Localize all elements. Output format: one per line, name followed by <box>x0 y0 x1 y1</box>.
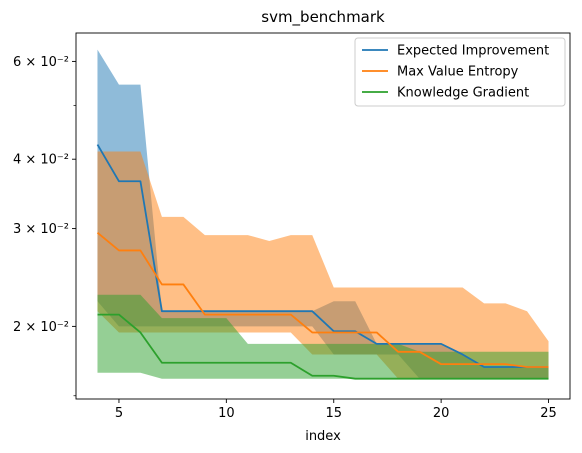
series-lines <box>96 144 549 380</box>
line-expected-improvement <box>96 144 549 368</box>
x-axis-label: index <box>305 429 341 444</box>
chart-title: svm_benchmark <box>261 8 385 27</box>
y-tick-label: 3 × 10⁻² <box>13 222 69 237</box>
line-knowledge-gradient <box>97 313 549 380</box>
legend-entry-label: Max Value Entropy <box>397 65 519 80</box>
y-tick-label: 2 × 10⁻² <box>13 320 69 335</box>
x-tick-label: 25 <box>540 406 557 421</box>
legend-entry-label: Knowledge Gradient <box>397 86 529 101</box>
legend: Expected Improvement Max Value Entropy Kno… <box>354 37 566 107</box>
x-tick-label: 10 <box>218 406 235 421</box>
legend-box <box>354 37 566 107</box>
y-tick-label: 6 × 10⁻² <box>13 55 69 70</box>
x-tick-label: 5 <box>115 406 123 421</box>
y-axis-ticks: 2 × 10⁻² 3 × 10⁻² 4 × 10⁻² 6 × 10⁻² <box>13 55 76 397</box>
legend-entry-label: Expected Improvement <box>397 44 549 59</box>
x-tick-label: 20 <box>433 406 450 421</box>
x-axis-ticks: 5 10 15 20 25 <box>115 399 557 421</box>
y-tick-label: 4 × 10⁻² <box>13 153 69 168</box>
confidence-bands <box>97 49 549 379</box>
line-max-value-entropy <box>96 231 549 368</box>
x-tick-label: 15 <box>325 406 342 421</box>
plot-area-frame <box>75 32 571 400</box>
band-knowledge-gradient <box>97 294 549 379</box>
